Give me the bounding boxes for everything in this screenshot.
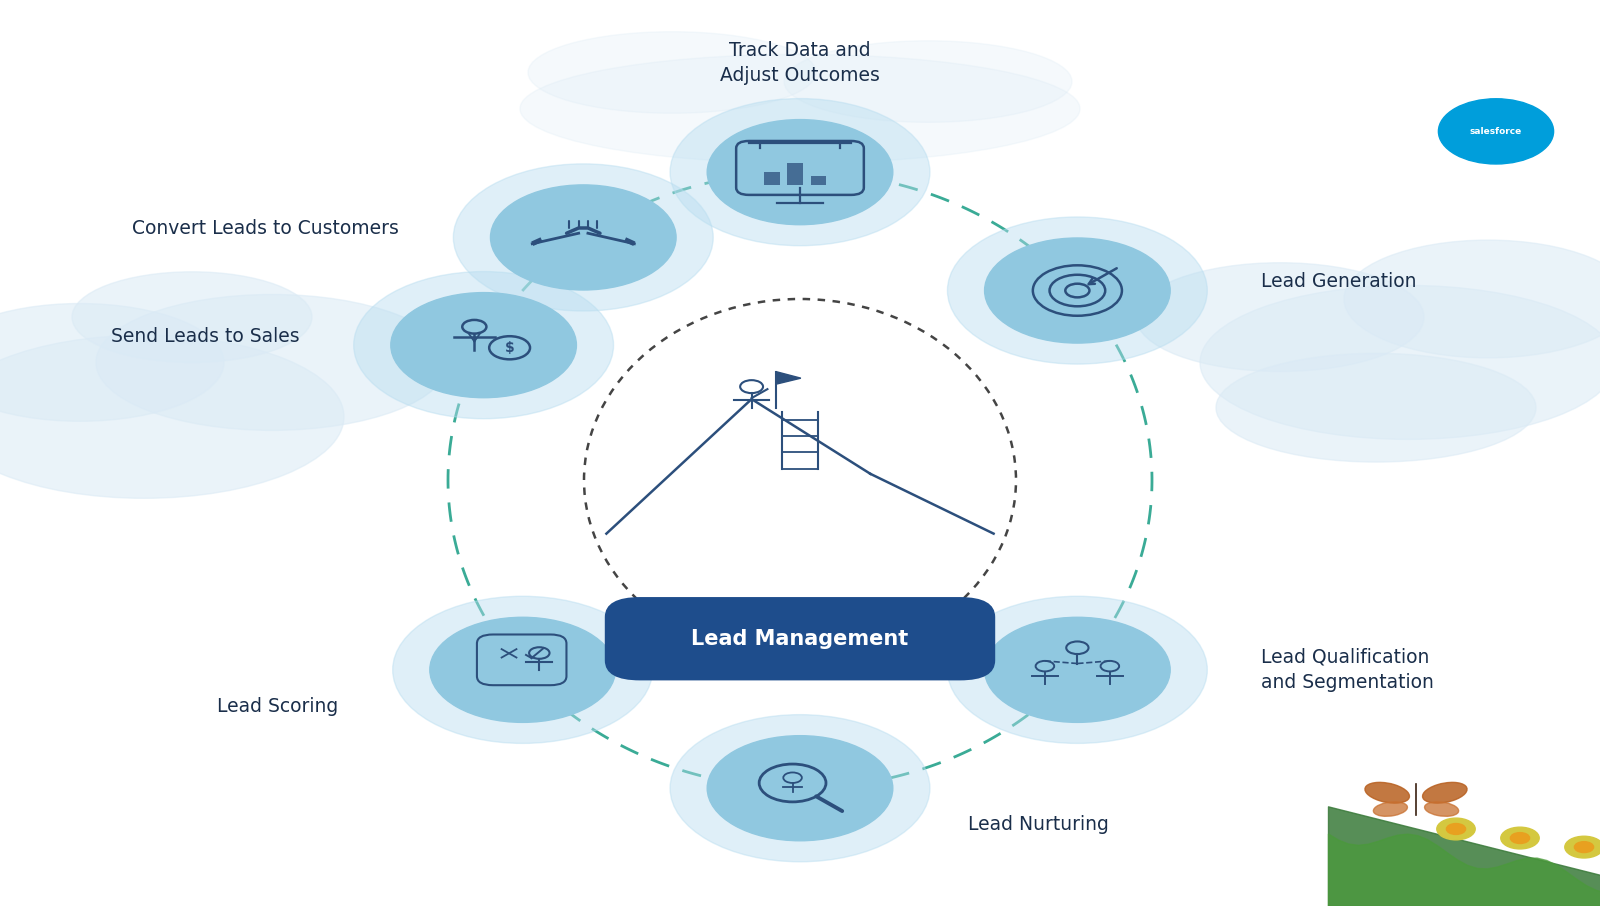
Ellipse shape — [707, 120, 893, 225]
Text: Lead Nurturing: Lead Nurturing — [968, 815, 1109, 834]
Ellipse shape — [430, 617, 616, 722]
Ellipse shape — [1422, 783, 1467, 803]
Ellipse shape — [1136, 263, 1424, 371]
Ellipse shape — [1424, 802, 1459, 816]
Ellipse shape — [670, 715, 930, 862]
Circle shape — [1565, 836, 1600, 858]
Ellipse shape — [72, 272, 312, 362]
Ellipse shape — [453, 164, 714, 311]
Circle shape — [1437, 818, 1475, 840]
Text: salesforce: salesforce — [1470, 127, 1522, 136]
Ellipse shape — [784, 41, 1072, 122]
Ellipse shape — [984, 238, 1170, 343]
Bar — [811, 176, 827, 185]
Ellipse shape — [1216, 353, 1536, 462]
Text: Lead Qualification
and Segmentation: Lead Qualification and Segmentation — [1261, 648, 1434, 692]
Ellipse shape — [354, 272, 613, 419]
Bar — [765, 172, 781, 185]
Ellipse shape — [491, 185, 677, 290]
Circle shape — [1446, 824, 1466, 834]
Ellipse shape — [947, 596, 1208, 744]
Ellipse shape — [392, 596, 653, 744]
Circle shape — [1510, 833, 1530, 843]
FancyBboxPatch shape — [605, 597, 995, 680]
Text: $: $ — [504, 341, 515, 355]
Text: Track Data and
Adjust Outcomes: Track Data and Adjust Outcomes — [720, 42, 880, 85]
Ellipse shape — [984, 617, 1170, 722]
Ellipse shape — [0, 304, 224, 421]
Text: Send Leads to Sales: Send Leads to Sales — [110, 326, 299, 345]
Ellipse shape — [1373, 802, 1408, 816]
Ellipse shape — [0, 335, 344, 498]
Ellipse shape — [1438, 99, 1554, 164]
Ellipse shape — [1365, 783, 1410, 803]
Text: Lead Scoring: Lead Scoring — [218, 697, 339, 716]
Circle shape — [1501, 827, 1539, 849]
Ellipse shape — [1344, 240, 1600, 358]
Ellipse shape — [670, 99, 930, 246]
Ellipse shape — [520, 54, 1080, 163]
Circle shape — [1574, 842, 1594, 853]
Ellipse shape — [947, 217, 1208, 364]
Text: Lead Management: Lead Management — [691, 629, 909, 649]
Text: Convert Leads to Customers: Convert Leads to Customers — [133, 219, 400, 238]
Ellipse shape — [96, 294, 448, 430]
Ellipse shape — [1200, 285, 1600, 439]
Ellipse shape — [390, 293, 576, 398]
Text: Lead Generation: Lead Generation — [1261, 272, 1418, 291]
Bar — [787, 163, 803, 185]
Ellipse shape — [528, 32, 816, 113]
Polygon shape — [776, 371, 802, 384]
Ellipse shape — [707, 736, 893, 841]
